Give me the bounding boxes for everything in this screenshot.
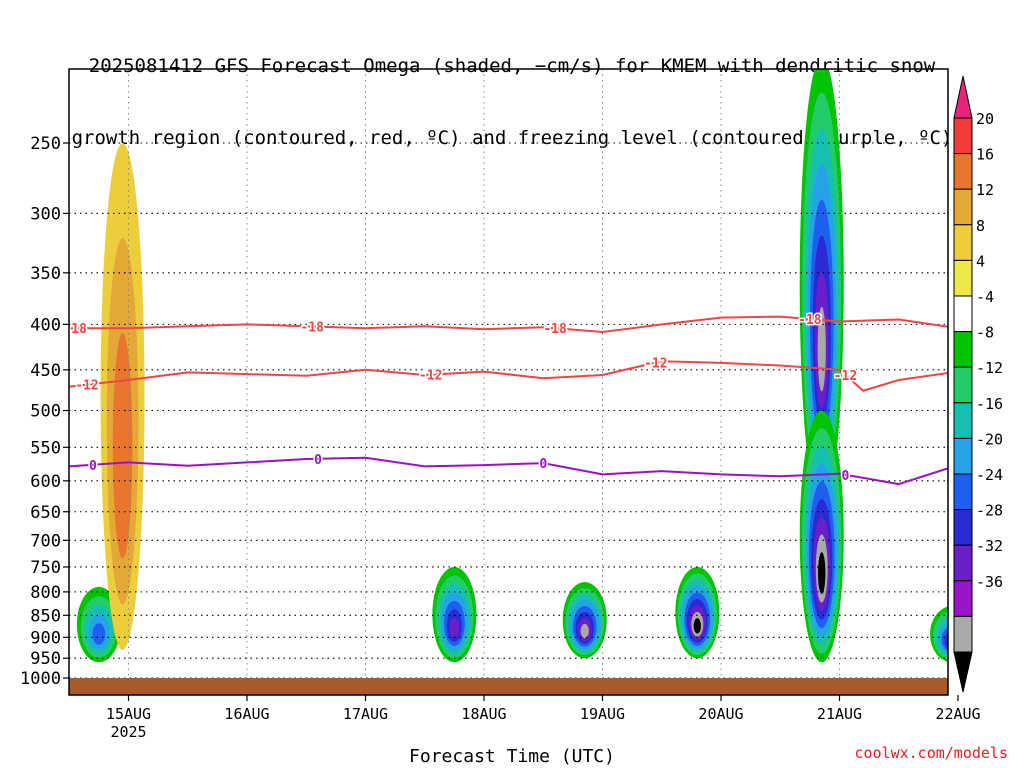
y-tick-label-700: 700 (30, 531, 61, 551)
x-tick-label-21AUG: 21AUG (817, 705, 862, 723)
colorbar-label-6: -8 (976, 324, 994, 342)
colorbar-box-12 (953, 544, 973, 582)
omega-shade-7-5 (944, 632, 948, 649)
y-tick-label-950: 950 (30, 649, 61, 669)
x-tick-label-20AUG: 20AUG (698, 705, 743, 723)
colorbar-label-0: 20 (976, 110, 994, 128)
plot-area: -18 -18 -18 -18 -12 -12 -12 -12 0 0 0 0 (63, 69, 948, 695)
chart-title: 2025081412 GFS Forecast Omega (shaded, −… (0, 6, 1024, 174)
colorbar-label-5: -4 (976, 288, 994, 306)
colorbar-label-13: -36 (976, 573, 1003, 591)
contour-label-0-3: -18 (798, 313, 822, 328)
contour-line-2 (69, 456, 948, 486)
credit-link[interactable]: coolwx.com/models (854, 744, 1008, 762)
contour-label-2-3: 0 (842, 469, 850, 484)
y-tick-label-400: 400 (30, 315, 61, 335)
omega-shade-3-7 (580, 623, 589, 639)
y-tick-label-1000: 1000 (20, 669, 61, 689)
y-tick-label-600: 600 (30, 472, 61, 492)
colorbar-label-8: -16 (976, 395, 1003, 413)
colorbar-label-9: -20 (976, 430, 1003, 448)
contour-label-2-0: 0 (89, 459, 97, 474)
title-line-1: 2025081412 GFS Forecast Omega (shaded, −… (88, 55, 936, 77)
colorbar-box-1 (953, 153, 973, 190)
colorbar-label-1: 16 (976, 146, 994, 164)
contour-label-1-3: -12 (834, 369, 857, 384)
y-tick-label-750: 750 (30, 558, 61, 578)
omega-shade-1-2 (112, 333, 133, 559)
colorbar-label-7: -12 (976, 359, 1003, 377)
colorbar-label-11: -28 (976, 502, 1003, 520)
x-tick-label-17AUG: 17AUG (343, 705, 388, 723)
colorbar-box-2 (953, 188, 973, 226)
colorbar-box-5 (953, 295, 973, 333)
colorbar-label-2: 12 (976, 181, 994, 199)
omega-shade-0-4 (92, 623, 106, 645)
terrain-band (69, 678, 948, 695)
y-tick-label-350: 350 (30, 264, 61, 284)
colorbar-box-7 (953, 366, 973, 404)
x-tick-label-16AUG: 16AUG (224, 705, 269, 723)
x-tick-sublabel-15AUG: 2025 (110, 723, 146, 741)
contour-label-1-1: -12 (419, 369, 442, 384)
colorbar-box-9 (953, 437, 973, 475)
x-tick-label-19AUG: 19AUG (580, 705, 625, 723)
contour-label-1-2: -12 (644, 357, 667, 372)
omega-shade-2-6 (449, 617, 460, 638)
omega-shade-6-8 (818, 552, 826, 595)
contour-label-0-2: -18 (543, 322, 567, 337)
colorbar-box-6 (953, 331, 973, 368)
colorbar-box-3 (953, 224, 973, 261)
contour-label-0-1: -18 (300, 321, 324, 336)
colorbar-bottom-arrow (953, 651, 973, 693)
contour-label-1-0: -12 (75, 379, 98, 394)
contour-line-0 (69, 315, 948, 334)
x-tick-label-15AUG: 15AUG (106, 705, 151, 723)
y-tick-label-850: 850 (30, 606, 61, 626)
contour-line-1 (69, 360, 948, 392)
y-tick-label-300: 300 (30, 204, 61, 224)
y-tick-label-550: 550 (30, 438, 61, 458)
contour-label-0-0: -18 (63, 322, 87, 337)
colorbar-box-10 (953, 473, 973, 511)
colorbar-box-4 (953, 259, 973, 297)
y-tick-label-800: 800 (30, 583, 61, 603)
y-tick-label-450: 450 (30, 361, 61, 381)
colorbar-box-13 (953, 580, 973, 617)
colorbar-box-14 (953, 615, 973, 653)
contour-label-2-1: 0 (314, 453, 322, 468)
y-tick-label-500: 500 (30, 402, 61, 422)
y-tick-label-250: 250 (30, 134, 61, 154)
colorbar-box-11 (953, 509, 973, 546)
colorbar-label-3: 8 (976, 217, 985, 235)
plot-frame (68, 68, 949, 696)
colorbar-box-8 (953, 402, 973, 439)
x-tick-label-18AUG: 18AUG (461, 705, 506, 723)
y-tick-label-650: 650 (30, 503, 61, 523)
x-tick-label-22AUG: 22AUG (935, 705, 980, 723)
contour-label-2-2: 0 (539, 457, 547, 472)
y-tick-label-900: 900 (30, 628, 61, 648)
colorbar-top-arrow (953, 75, 973, 119)
title-line-2: growth region (contoured, red, ºC) and f… (71, 127, 953, 149)
colorbar-box-0 (953, 117, 973, 155)
omega-shade-4-8 (693, 618, 701, 634)
x-axis-label: Forecast Time (UTC) (409, 746, 615, 767)
colorbar-label-12: -32 (976, 537, 1003, 555)
colorbar-label-10: -24 (976, 466, 1003, 484)
colorbar-label-4: 4 (976, 252, 985, 270)
